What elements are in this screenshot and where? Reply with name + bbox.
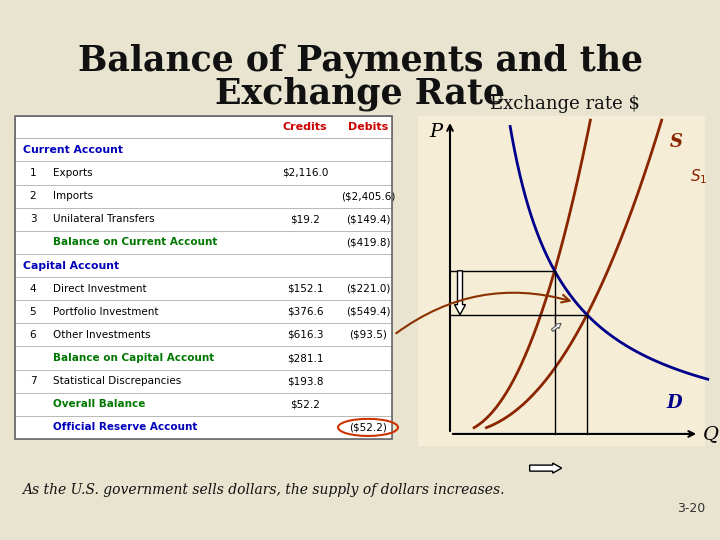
Bar — [15, 161, 392, 185]
Text: As the U.S. government sells dollars, the supply of dollars increases.: As the U.S. government sells dollars, th… — [22, 483, 505, 497]
Text: 3: 3 — [30, 214, 36, 224]
Bar — [15, 231, 392, 254]
Text: Balance of Payments and the: Balance of Payments and the — [78, 44, 642, 78]
Text: $281.1: $281.1 — [287, 353, 323, 363]
Text: $2,116.0: $2,116.0 — [282, 168, 328, 178]
Text: 3-20: 3-20 — [677, 502, 705, 515]
Bar — [15, 369, 392, 393]
Bar — [15, 277, 392, 300]
Text: Portfolio Investment: Portfolio Investment — [53, 307, 158, 317]
Text: Debits: Debits — [348, 122, 388, 132]
Text: P: P — [429, 123, 443, 141]
Bar — [15, 323, 392, 347]
Bar — [15, 138, 392, 161]
Text: 7: 7 — [30, 376, 36, 386]
FancyArrow shape — [530, 463, 562, 473]
Text: 4: 4 — [30, 284, 36, 294]
Text: Overall Balance: Overall Balance — [53, 399, 145, 409]
Text: Current Account: Current Account — [23, 145, 123, 155]
Text: Exchange rate $: Exchange rate $ — [490, 95, 640, 113]
Text: $616.3: $616.3 — [287, 330, 323, 340]
Text: D: D — [666, 394, 682, 411]
Bar — [15, 347, 392, 369]
Bar — [15, 416, 392, 439]
Text: $19.2: $19.2 — [290, 214, 320, 224]
Text: 2: 2 — [30, 191, 36, 201]
Text: Imports: Imports — [53, 191, 93, 201]
Bar — [15, 393, 392, 416]
Text: $S_1$: $S_1$ — [690, 167, 708, 186]
FancyArrow shape — [552, 323, 561, 332]
Bar — [15, 208, 392, 231]
Text: Balance on Current Account: Balance on Current Account — [53, 238, 217, 247]
Text: $193.8: $193.8 — [287, 376, 323, 386]
Bar — [15, 300, 392, 323]
Bar — [15, 116, 392, 439]
Bar — [15, 116, 392, 138]
Text: Exchange Rate: Exchange Rate — [215, 77, 505, 111]
Text: Capital Account: Capital Account — [23, 260, 119, 271]
Text: $52.2: $52.2 — [290, 399, 320, 409]
Text: ($549.4): ($549.4) — [346, 307, 390, 317]
Text: S: S — [670, 133, 683, 151]
Bar — [418, 116, 705, 446]
Text: Official Reserve Account: Official Reserve Account — [53, 422, 197, 433]
Text: Unilateral Transfers: Unilateral Transfers — [53, 214, 155, 224]
Text: Balance on Capital Account: Balance on Capital Account — [53, 353, 215, 363]
Text: Credits: Credits — [283, 122, 328, 132]
Text: ($93.5): ($93.5) — [349, 330, 387, 340]
FancyArrowPatch shape — [396, 293, 570, 333]
Text: 5: 5 — [30, 307, 36, 317]
Text: ($149.4): ($149.4) — [346, 214, 390, 224]
Text: ($419.8): ($419.8) — [346, 238, 390, 247]
Bar — [15, 185, 392, 208]
Text: ($52.2): ($52.2) — [349, 422, 387, 433]
Bar — [15, 254, 392, 277]
Text: Q: Q — [703, 425, 719, 443]
Text: 6: 6 — [30, 330, 36, 340]
FancyArrow shape — [454, 271, 466, 315]
Text: 1: 1 — [30, 168, 36, 178]
Text: $376.6: $376.6 — [287, 307, 323, 317]
Text: Other Investments: Other Investments — [53, 330, 150, 340]
Text: ($221.0): ($221.0) — [346, 284, 390, 294]
Text: Direct Investment: Direct Investment — [53, 284, 147, 294]
Text: $152.1: $152.1 — [287, 284, 323, 294]
Text: Exports: Exports — [53, 168, 93, 178]
Text: ($2,405.6): ($2,405.6) — [341, 191, 395, 201]
Text: Statistical Discrepancies: Statistical Discrepancies — [53, 376, 181, 386]
